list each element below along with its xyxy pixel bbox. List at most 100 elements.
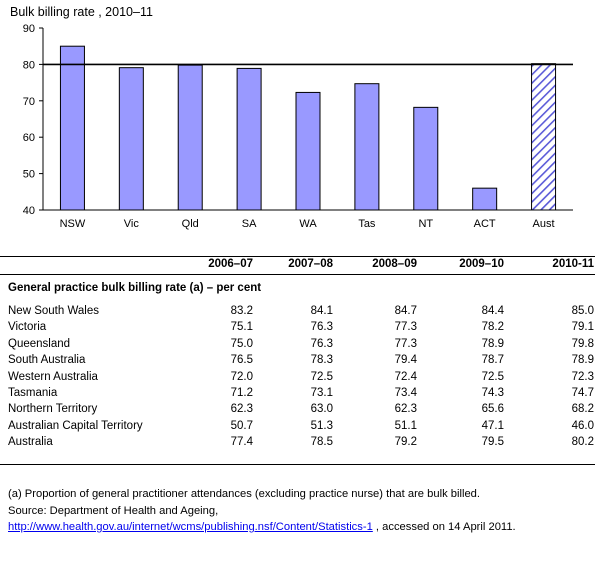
table-cell: 75.0 — [230, 337, 253, 350]
row-label: Australia — [8, 436, 53, 449]
table-cell: 72.3 — [571, 370, 594, 383]
table-cell: 73.1 — [310, 387, 333, 400]
table-cell: 79.1 — [571, 321, 594, 334]
section-title-row: General practice bulk billing rate (a) –… — [0, 273, 594, 303]
table-cell: 77.4 — [230, 436, 253, 449]
y-tick-label: 40 — [23, 205, 35, 217]
table-cell: 84.7 — [394, 305, 417, 317]
bar-nt — [413, 106, 439, 211]
table-cell: 65.6 — [481, 403, 504, 416]
x-tick-label: NT — [418, 218, 433, 230]
column-header: 2010-11 — [552, 258, 594, 270]
table-row: Queensland 75.0 76.3 77.3 78.9 79.8 — [0, 336, 594, 352]
column-header: 2009–10 — [459, 258, 504, 270]
section-title: General practice bulk billing rate (a) –… — [8, 282, 262, 294]
table-cell: 77.3 — [394, 321, 417, 334]
row-label: Victoria — [8, 321, 47, 334]
row-label: Queensland — [8, 337, 71, 350]
table-row: New South Wales 83.2 84.1 84.7 84.4 85.0 — [0, 303, 594, 319]
x-tick-label: Aust — [533, 218, 555, 230]
y-tick-label: 50 — [23, 169, 35, 181]
x-tick-label: NSW — [60, 218, 86, 230]
table-row: Australian Capital Territory 50.7 51.3 51.1… — [0, 418, 594, 434]
table-cell: 79.8 — [571, 337, 594, 350]
table-cell: 78.5 — [310, 436, 333, 449]
table-cell: 46.0 — [571, 419, 594, 432]
source-line: http://www.health.gov.au/internet/wcms/p… — [8, 519, 516, 536]
chart-title: Bulk billing rate , 2010–11 — [10, 5, 153, 19]
y-tick-label: 70 — [23, 96, 35, 108]
table-row: Australia 77.4 78.5 79.2 79.5 80.2 — [0, 434, 594, 450]
x-tick-label: Tas — [358, 218, 376, 230]
bar-nsw — [59, 45, 85, 211]
table-cell: 78.7 — [481, 354, 504, 367]
table-cell: 72.0 — [230, 370, 253, 383]
bar-aust — [531, 63, 557, 211]
table-cell: 78.9 — [571, 354, 594, 367]
bar-tas — [354, 83, 380, 211]
row-label: South Australia — [8, 354, 86, 367]
y-tick-label: 60 — [23, 132, 35, 144]
accessed-note: , accessed on 14 April 2011. — [372, 521, 516, 533]
table-cell: 73.4 — [394, 387, 417, 400]
source-link[interactable]: http://www.health.gov.au/internet/wcms/p… — [8, 521, 373, 533]
table-cell: 78.2 — [481, 321, 504, 334]
table-row: Tasmania 71.2 73.1 73.4 74.3 74.7 — [0, 385, 594, 401]
source-label: Source: Department of Health and Ageing, — [8, 504, 219, 517]
table-cell: 85.0 — [571, 305, 594, 317]
table-cell: 79.4 — [394, 354, 417, 367]
table-cell: 78.3 — [310, 354, 333, 367]
table-bottom-rule — [0, 464, 595, 465]
table-cell: 62.3 — [230, 403, 253, 416]
bar-sa — [236, 67, 262, 211]
table-cell: 63.0 — [310, 403, 333, 416]
bar-qld — [177, 64, 203, 211]
table-cell: 74.7 — [571, 387, 594, 400]
y-tick-label: 90 — [23, 23, 35, 35]
table-cell: 80.2 — [571, 436, 594, 449]
table-cell: 84.1 — [310, 305, 333, 317]
table-header-row: 2006–07 2007–08 2008–09 2009–10 2010-11 — [0, 256, 594, 273]
row-label: New South Wales — [8, 305, 99, 317]
table-cell: 76.3 — [310, 321, 333, 334]
table-cell: 72.4 — [394, 370, 417, 383]
table-cell: 79.5 — [481, 436, 504, 449]
table-cell: 72.5 — [310, 370, 333, 383]
row-label: Tasmania — [8, 387, 58, 400]
table-cell: 76.3 — [310, 337, 333, 350]
table-cell: 78.9 — [481, 337, 504, 350]
table-cell: 62.3 — [394, 403, 417, 416]
footnote: (a) Proportion of general practitioner a… — [8, 488, 480, 500]
table-cell: 76.5 — [230, 354, 253, 367]
header-spacer — [0, 256, 175, 273]
table-cell: 72.5 — [481, 370, 504, 383]
table-cell: 75.1 — [230, 321, 253, 334]
table-cell: 77.3 — [394, 337, 417, 350]
row-label: Western Australia — [8, 370, 98, 383]
bar-wa — [295, 91, 321, 211]
table-cell: 51.1 — [394, 419, 417, 432]
x-tick-label: WA — [299, 218, 317, 230]
column-header: 2008–09 — [372, 258, 417, 270]
x-tick-label: ACT — [474, 218, 496, 230]
table-cell: 47.1 — [481, 419, 504, 432]
table-row: South Australia 76.5 78.3 79.4 78.7 78.9 — [0, 352, 594, 368]
bar-act — [472, 187, 498, 211]
table-cell: 79.2 — [394, 436, 417, 449]
table-cell: 84.4 — [481, 305, 504, 317]
row-label: Australian Capital Territory — [8, 419, 143, 432]
bulk-billing-table: 2006–07 2007–08 2008–09 2009–10 2010-11 … — [0, 256, 594, 451]
table-cell: 68.2 — [571, 403, 594, 416]
x-tick-label: Vic — [124, 218, 140, 230]
bar-vic — [118, 67, 144, 211]
table-cell: 51.3 — [310, 419, 333, 432]
table-top-rule — [0, 256, 595, 257]
x-tick-label: SA — [242, 218, 257, 230]
x-tick-label: Qld — [182, 218, 199, 230]
row-label: Northern Territory — [8, 403, 98, 416]
table-cell: 50.7 — [230, 419, 253, 432]
table-cell: 74.3 — [481, 387, 504, 400]
table-row: Western Australia 72.0 72.5 72.4 72.5 72.3 — [0, 369, 594, 385]
header-rule — [0, 274, 595, 275]
table-row: Victoria 75.1 76.3 77.3 78.2 79.1 — [0, 319, 594, 335]
